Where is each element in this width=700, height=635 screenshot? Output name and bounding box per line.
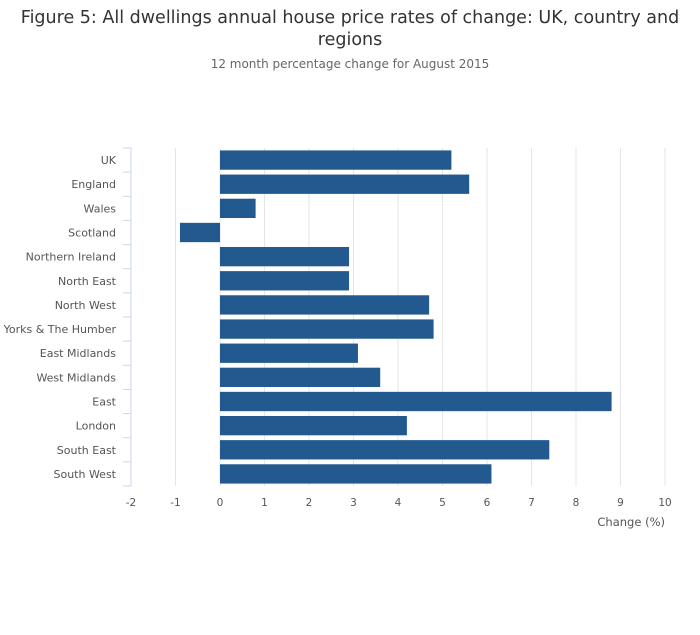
y-tick-label: Scotland	[68, 227, 116, 240]
bar-north-east	[220, 271, 350, 291]
y-tick-label: Wales	[84, 202, 117, 215]
y-tick-label: East	[92, 396, 116, 409]
bar-northern-ireland	[220, 246, 350, 267]
x-tick-label: 6	[484, 497, 491, 509]
bars	[179, 150, 612, 484]
bar-south-west	[220, 464, 492, 484]
x-tick-label: -1	[170, 497, 180, 509]
y-tick-label: East Midlands	[40, 347, 117, 360]
y-tick-label: Yorks & The Humber	[3, 323, 117, 336]
y-axis: UK England Wales Scotland Northern Ireland No…	[3, 147, 132, 487]
x-tick-label: 8	[573, 497, 580, 509]
y-tick-label: UK	[101, 154, 117, 167]
y-tick-label: South West	[53, 468, 116, 481]
bar-east	[220, 391, 612, 412]
y-tick-label: North West	[55, 299, 117, 312]
bar-yorks-the-humber	[220, 319, 434, 339]
bar-east-midlands	[220, 343, 358, 363]
x-tick-label: 3	[350, 497, 357, 509]
x-tick-label: 1	[261, 497, 268, 509]
x-tick-label: 9	[617, 497, 624, 509]
x-axis-label: Change (%)	[597, 515, 665, 529]
bar-wales	[220, 198, 256, 219]
x-tick-label: 4	[395, 497, 402, 509]
y-tick-label: London	[76, 420, 116, 433]
x-tick-label: -2	[126, 497, 136, 509]
bar-england	[220, 174, 470, 194]
x-tick-label: 0	[217, 497, 224, 509]
bar-uk	[220, 150, 452, 170]
bar-scotland	[179, 222, 220, 243]
y-tick-label: West Midlands	[36, 371, 116, 384]
y-tick-label: England	[71, 178, 116, 191]
x-axis: -2 -1 0 1 2 3 4 5 6 7 8 9 10	[126, 497, 672, 509]
bar-south-east	[220, 440, 550, 460]
bar-london	[220, 415, 407, 436]
y-tick-label: Northern Ireland	[26, 251, 116, 264]
y-tick-label: North East	[58, 275, 117, 288]
y-tick-label: South East	[57, 444, 117, 457]
bar-north-west	[220, 295, 430, 315]
bar-west-midlands	[220, 367, 381, 388]
x-tick-label: 7	[528, 497, 535, 509]
x-tick-label: 5	[439, 497, 446, 509]
chart-subtitle: 12 month percentage change for August 20…	[210, 57, 490, 71]
x-tick-label: 2	[306, 497, 313, 509]
chart-title: Figure 5: All dwellings annual house pri…	[20, 8, 680, 50]
x-tick-label: 10	[658, 497, 671, 509]
